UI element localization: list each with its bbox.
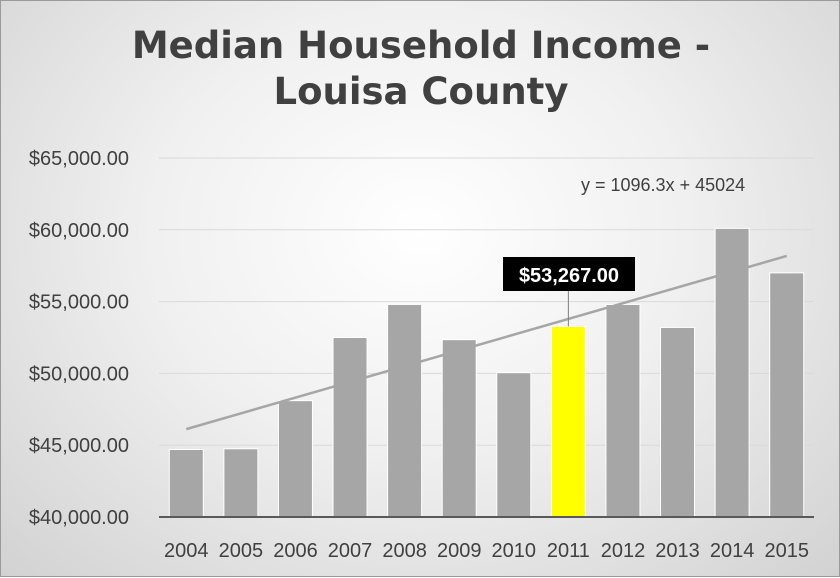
x-tick-label: 2006 [273,540,318,562]
data-label: $53,267.00 [519,265,619,287]
bar-2005 [223,448,259,518]
bar-2008 [387,303,423,518]
x-tick-label: 2007 [328,540,373,562]
bar-2015 [769,272,805,518]
y-tick-label: $65,000.00 [29,148,129,170]
chart-title: Median Household Income - Louisa County [131,24,711,113]
x-tick-label: 2009 [437,540,482,562]
bar-2007 [332,337,368,518]
x-tick-label: 2014 [710,540,755,562]
bar-2014 [714,227,750,518]
bar-2013 [660,326,696,518]
x-tick-label: 2013 [655,540,700,562]
x-tick-label: 2004 [164,540,209,562]
x-tick-label: 2012 [601,540,646,562]
x-tick-label: 2010 [492,540,537,562]
x-tick-label: 2008 [382,540,427,562]
trendline [185,254,788,431]
x-tick-label: 2005 [219,540,264,562]
data-label-box [503,257,635,291]
y-tick-label: $45,000.00 [29,435,129,457]
bar-2011 [550,325,586,518]
bar-2010 [496,372,532,518]
trendline-equation: y = 1096.3x + 45024 [581,175,745,195]
bar-2006 [277,400,313,518]
bar-2004 [168,449,204,518]
bar-2012 [605,303,641,518]
bar-2009 [441,339,477,518]
y-tick-label: $55,000.00 [29,292,129,314]
y-tick-label: $50,000.00 [29,363,129,385]
y-tick-label: $60,000.00 [29,220,129,242]
x-tick-label: 2015 [764,540,809,562]
y-tick-label: $40,000.00 [29,507,129,529]
x-tick-label: 2011 [547,540,590,562]
